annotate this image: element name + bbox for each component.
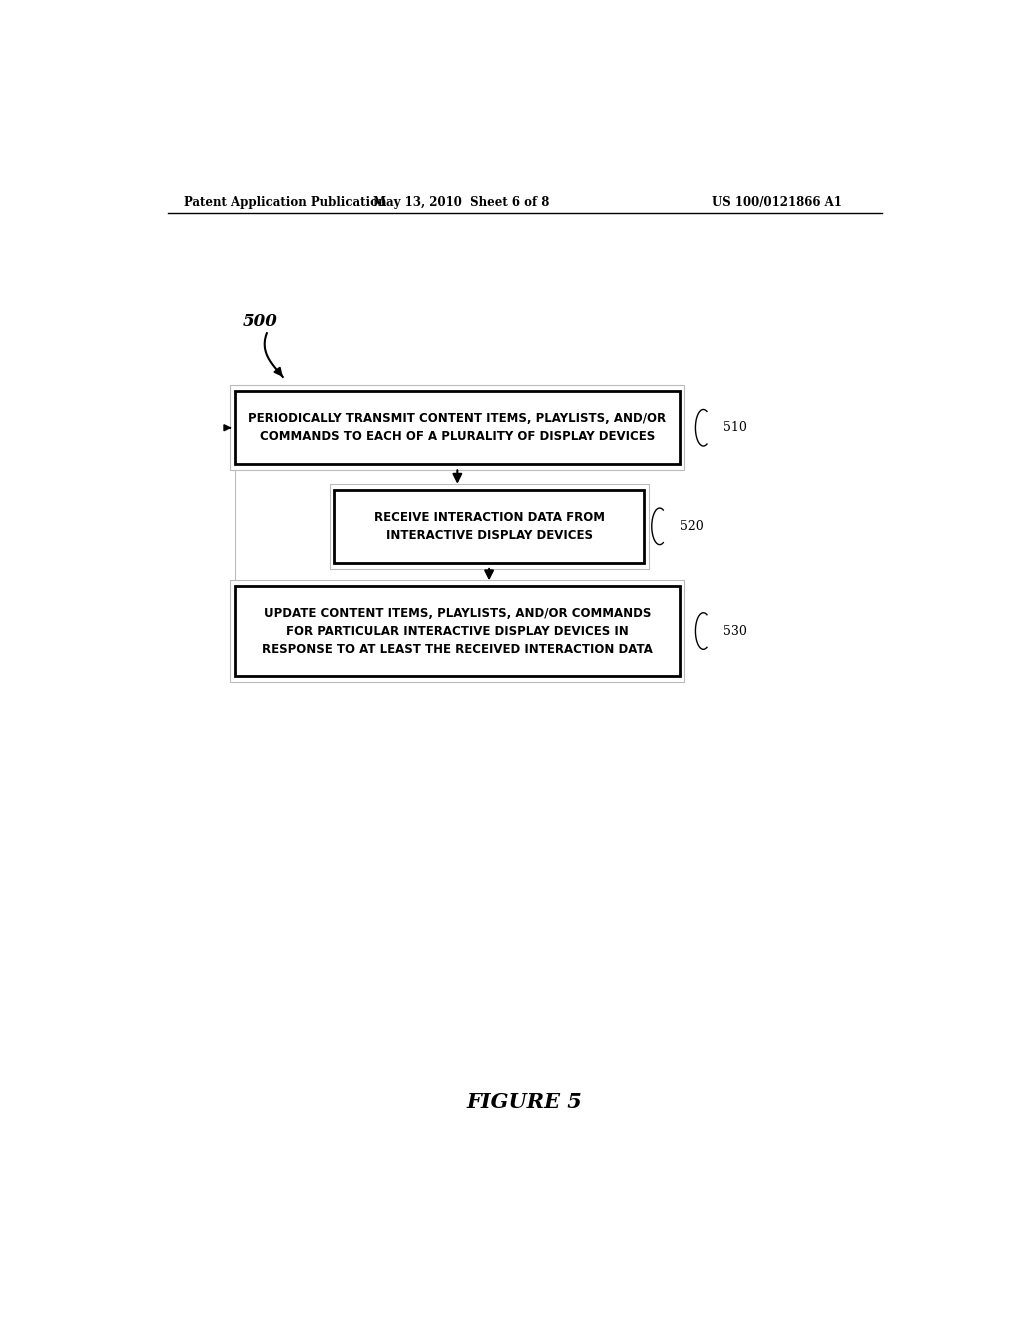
Text: 510: 510 [723, 421, 748, 434]
Bar [236, 586, 680, 676]
Text: 520: 520 [680, 520, 703, 533]
Text: RECEIVE INTERACTION DATA FROM
INTERACTIVE DISPLAY DEVICES: RECEIVE INTERACTION DATA FROM INTERACTIV… [374, 511, 604, 541]
Bar [236, 391, 680, 465]
Bar [230, 385, 684, 470]
Text: US 100/0121866 A1: US 100/0121866 A1 [713, 195, 842, 209]
Bar [334, 490, 644, 562]
Text: May 13, 2010  Sheet 6 of 8: May 13, 2010 Sheet 6 of 8 [373, 195, 550, 209]
Bar [230, 581, 684, 682]
Text: UPDATE CONTENT ITEMS, PLAYLISTS, AND/OR COMMANDS
FOR PARTICULAR INTERACTIVE DISP: UPDATE CONTENT ITEMS, PLAYLISTS, AND/OR … [262, 606, 652, 656]
Text: 530: 530 [723, 624, 748, 638]
Text: PERIODICALLY TRANSMIT CONTENT ITEMS, PLAYLISTS, AND/OR
COMMANDS TO EACH OF A PLU: PERIODICALLY TRANSMIT CONTENT ITEMS, PLA… [248, 412, 667, 444]
Text: 500: 500 [243, 313, 278, 330]
Text: FIGURE 5: FIGURE 5 [467, 1092, 583, 1111]
Bar [330, 483, 648, 569]
Text: Patent Application Publication: Patent Application Publication [183, 195, 386, 209]
